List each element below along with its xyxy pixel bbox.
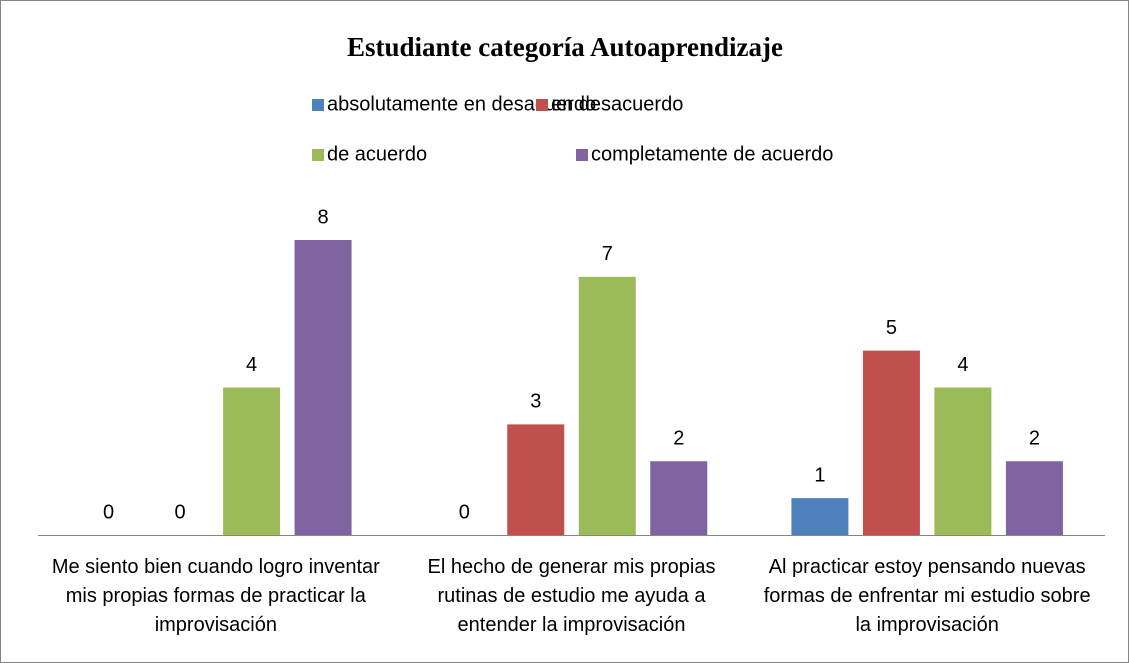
- data-label: 0: [175, 501, 186, 523]
- x-tick-label: El hecho de generar mis propias rutinas …: [427, 556, 716, 636]
- data-label: 2: [673, 428, 684, 450]
- legend-label: en desacuerdo: [551, 93, 683, 115]
- bar: [650, 461, 708, 535]
- data-label: 0: [103, 501, 114, 523]
- bar: [223, 387, 281, 535]
- bar: [1005, 461, 1063, 535]
- data-label: 8: [318, 206, 329, 228]
- data-label: 3: [530, 391, 541, 413]
- legend-label: completamente de acuerdo: [591, 143, 833, 165]
- data-label: 5: [886, 317, 897, 339]
- legend-swatch: [312, 99, 324, 111]
- data-label: 4: [246, 354, 257, 376]
- data-label: 0: [459, 501, 470, 523]
- legend-label: absolutamente en desacuerdo: [327, 93, 596, 115]
- data-label: 1: [814, 464, 825, 486]
- bar: [578, 276, 636, 535]
- bar: [507, 424, 565, 535]
- bar: [934, 387, 992, 535]
- bar: [791, 498, 849, 535]
- bar: [862, 350, 920, 535]
- data-label: 2: [1029, 428, 1040, 450]
- bar: [294, 240, 352, 535]
- chart-title: Estudiante categoría Autoaprendizaje: [347, 32, 783, 62]
- legend-swatch: [536, 99, 548, 111]
- legend-label: de acuerdo: [327, 143, 427, 165]
- x-tick-label: Al practicar estoy pensando nuevas forma…: [763, 556, 1091, 636]
- legend-swatch: [576, 149, 588, 161]
- data-label: 4: [957, 354, 968, 376]
- legend-swatch: [312, 149, 324, 161]
- data-label: 7: [602, 243, 613, 265]
- x-tick-label: Me siento bien cuando logro inventar mis…: [51, 556, 380, 636]
